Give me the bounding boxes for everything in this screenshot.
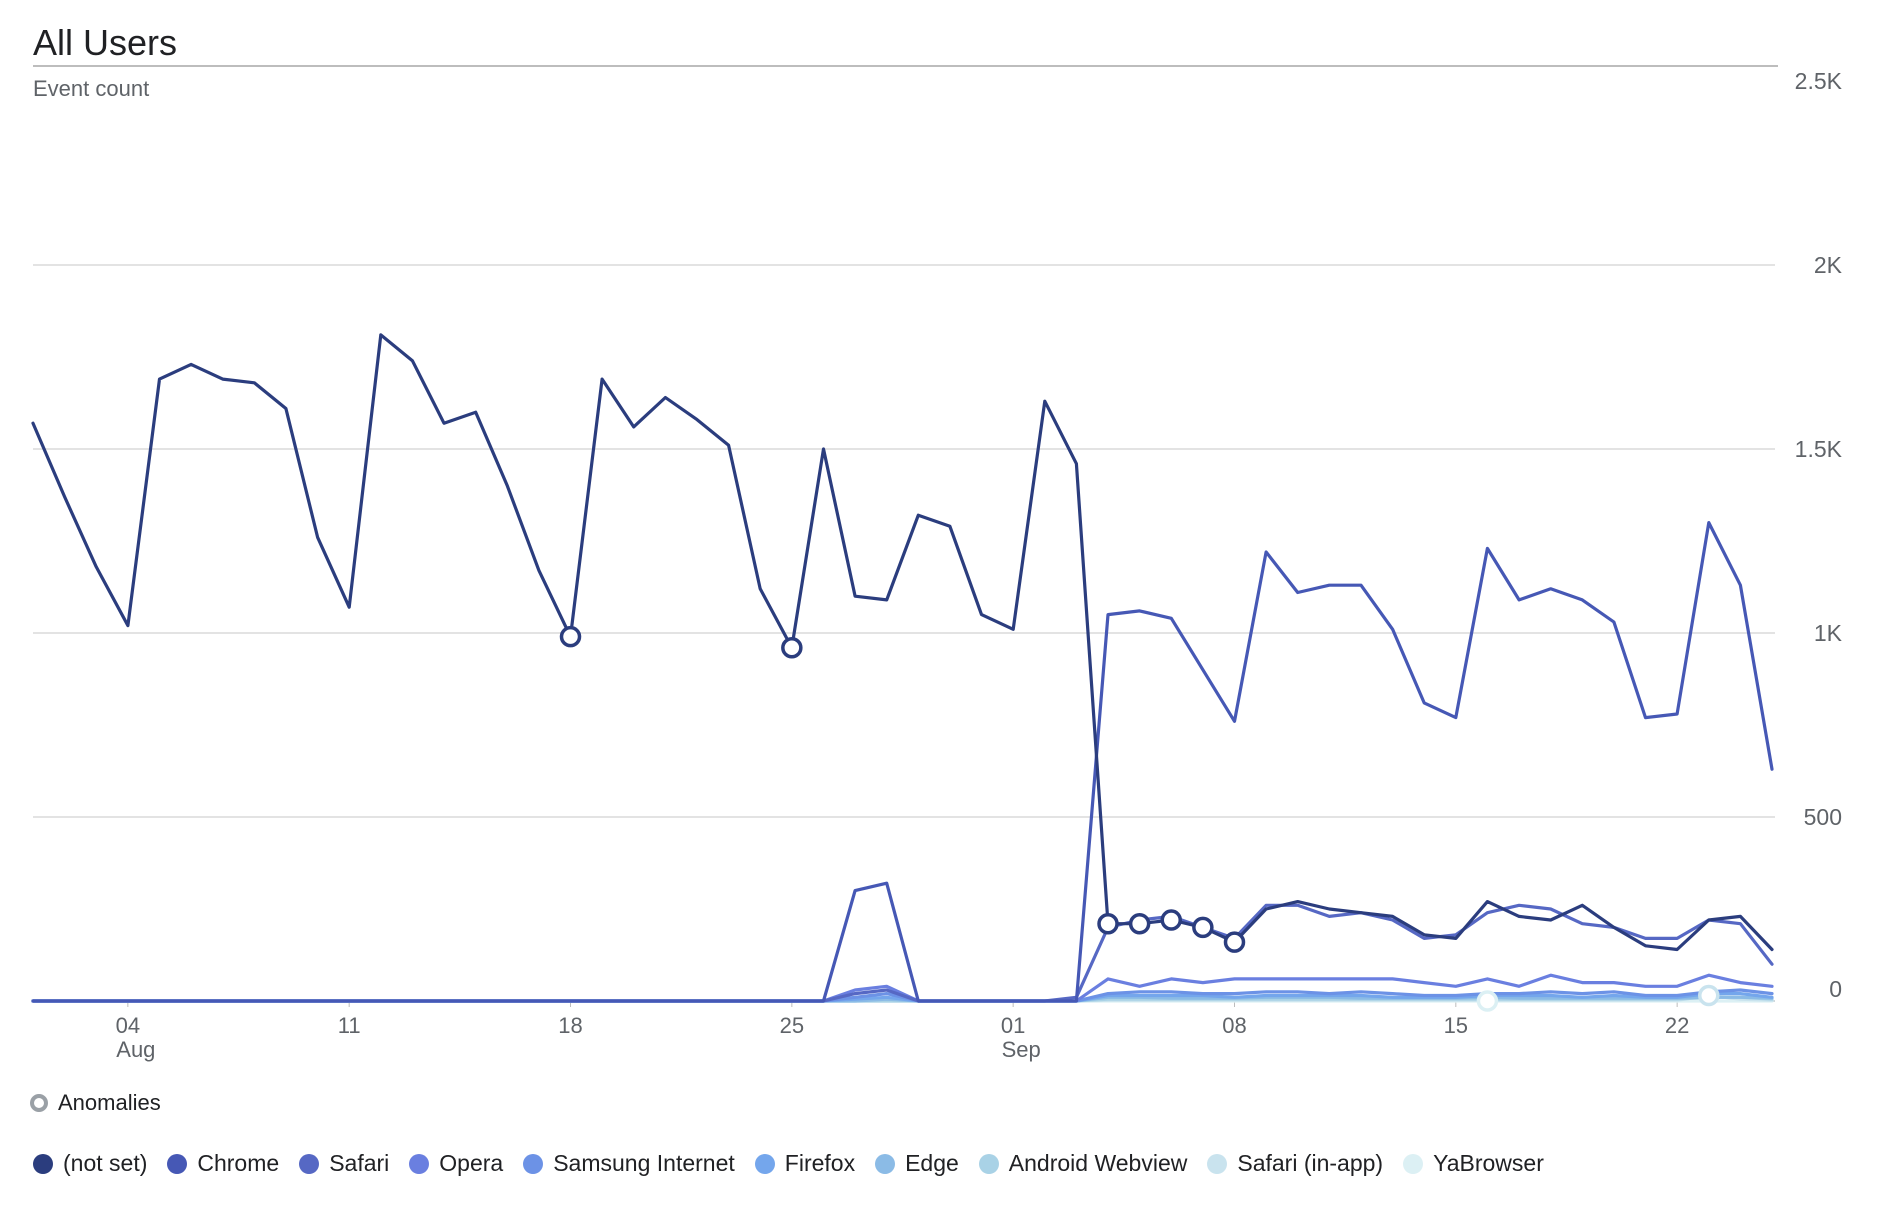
legend-label: Firefox — [784, 1150, 856, 1176]
y-tick-label: 2K — [1814, 252, 1843, 278]
anomaly-marker — [1097, 912, 1119, 935]
anomaly-marker — [1223, 931, 1246, 953]
legend-label: Opera — [439, 1150, 504, 1176]
anomalies-legend[interactable]: Anomalies — [30, 1090, 161, 1116]
series-line-2 — [31, 903, 1774, 1003]
x-tick-month-label: Sep — [1002, 1037, 1041, 1062]
legend-swatch-icon — [409, 1153, 430, 1174]
series-line-0 — [31, 333, 1774, 952]
anomaly-marker — [559, 625, 582, 648]
legend-item[interactable]: Opera — [409, 1150, 503, 1177]
y-tick-label: 500 — [1804, 804, 1842, 830]
legend-label: Edge — [905, 1150, 959, 1176]
legend-swatch-icon — [754, 1153, 775, 1174]
x-tick-label: 01 — [1001, 1013, 1025, 1038]
legend-swatch-icon — [978, 1153, 999, 1174]
series-legend: (not set) Chrome Safari Opera Samsung Intern… — [33, 1150, 1564, 1177]
legend-item[interactable]: Safari (in-app) — [1207, 1150, 1383, 1177]
legend-swatch-icon — [523, 1153, 544, 1174]
legend-item[interactable]: Samsung Internet — [523, 1150, 735, 1177]
legend-swatch-icon — [167, 1153, 188, 1174]
x-tick-label: 22 — [1665, 1013, 1689, 1038]
x-tick-label: 11 — [338, 1013, 361, 1038]
anomaly-marker — [781, 636, 803, 659]
anomaly-marker — [1160, 909, 1183, 931]
anomalies-label: Anomalies — [58, 1090, 161, 1115]
x-tick-label: 25 — [780, 1013, 804, 1038]
x-tick-label: 15 — [1444, 1013, 1468, 1038]
legend-swatch-icon — [299, 1153, 320, 1174]
legend-label: Chrome — [197, 1150, 280, 1176]
anomaly-marker — [1192, 916, 1214, 939]
y-tick-label: 0 — [1829, 976, 1842, 1002]
legend-label: Android Webview — [1008, 1150, 1188, 1176]
series-line-1 — [31, 520, 1774, 1003]
legend-swatch-icon — [1403, 1153, 1424, 1174]
legend-label: YaBrowser — [1433, 1150, 1544, 1176]
legend-item[interactable]: Chrome — [167, 1150, 279, 1177]
x-tick-label: 18 — [558, 1013, 582, 1038]
x-tick-label: 08 — [1222, 1013, 1246, 1038]
legend-swatch-icon — [875, 1153, 896, 1174]
legend-item[interactable]: Safari — [299, 1150, 389, 1177]
anomaly-marker — [1476, 990, 1499, 1012]
legend-label: Safari (in-app) — [1237, 1150, 1384, 1176]
chart-title: All Users — [33, 22, 178, 63]
anomaly-marker — [1128, 912, 1151, 935]
anomaly-marker — [1698, 984, 1720, 1007]
x-tick-label: 04 — [116, 1013, 140, 1038]
y-tick-label: 1.5K — [1795, 436, 1843, 462]
x-tick-month-label: Aug — [116, 1037, 155, 1062]
legend-item[interactable]: YaBrowser — [1403, 1150, 1544, 1177]
y-tick-label: 2.5K — [1795, 68, 1843, 94]
metric-label: Event count — [33, 76, 150, 101]
title-divider — [33, 65, 1778, 67]
legend-item[interactable]: Edge — [875, 1150, 959, 1177]
legend-swatch-icon — [1207, 1153, 1228, 1174]
legend-item[interactable]: Android Webview — [978, 1150, 1188, 1177]
legend-label: (not set) — [63, 1150, 148, 1176]
anomaly-ring-icon — [30, 1094, 48, 1112]
legend-label: Safari — [329, 1150, 390, 1176]
legend-swatch-icon — [33, 1153, 53, 1174]
legend-item[interactable]: (not set) — [33, 1150, 147, 1177]
legend-label: Samsung Internet — [553, 1150, 735, 1176]
y-tick-label: 1K — [1814, 620, 1843, 646]
legend-item[interactable]: Firefox — [754, 1150, 856, 1177]
